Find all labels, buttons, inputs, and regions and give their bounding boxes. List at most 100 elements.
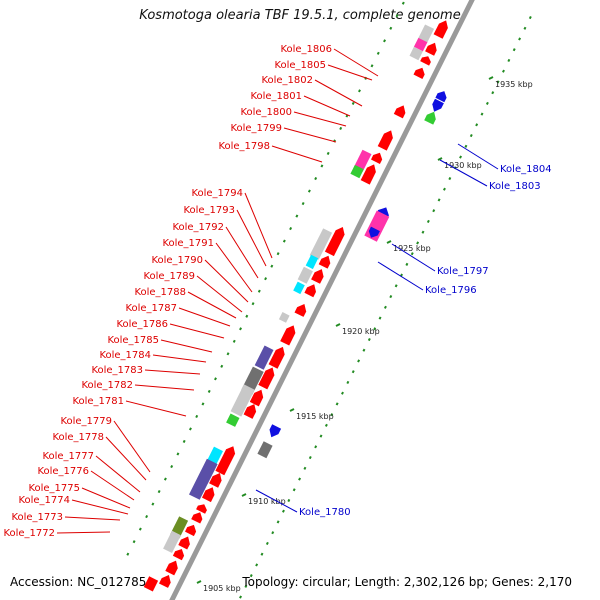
kbp-label: 1930 kbp	[444, 161, 482, 170]
right-leader-line	[255, 489, 298, 513]
gene-feature-green	[424, 111, 436, 125]
right-gene-label: Kole_1796	[425, 285, 477, 296]
guide-dot	[389, 26, 393, 30]
gene-feature-cyan	[293, 281, 305, 295]
scale-dot	[324, 423, 328, 427]
guide-dot	[232, 339, 236, 343]
left-leader-line	[56, 531, 111, 534]
gene-feature-red	[420, 56, 431, 66]
guide-dot	[295, 214, 299, 218]
scale-dot	[459, 155, 463, 159]
left-gene-label: Kole_1787	[125, 303, 177, 314]
gene-feature-gray	[230, 384, 255, 417]
scale-dot	[437, 198, 441, 202]
scale-dot	[426, 219, 430, 224]
left-leader-line	[90, 470, 135, 501]
gene-feature-red	[202, 487, 215, 503]
scale-dot	[319, 434, 323, 438]
left-gene-label: Kole_1783	[91, 365, 143, 376]
right-leader-line	[391, 243, 436, 272]
left-gene-label: Kole_1788	[134, 287, 186, 298]
accession-text: Accession: NC_012785	[10, 575, 147, 589]
scale-dot	[502, 69, 505, 73]
left-gene-label: Kole_1785	[107, 335, 159, 346]
scale-dot	[282, 509, 285, 513]
gene-feature-blue	[269, 424, 282, 438]
right-gene-label: Kole_1804	[500, 164, 552, 175]
guide-dot	[326, 151, 330, 156]
scale-dot	[507, 58, 511, 63]
gene-feature-red	[324, 227, 345, 257]
scale-dot	[518, 37, 522, 41]
gene-feature-magenta	[353, 149, 372, 172]
scale-dot	[491, 91, 495, 95]
scale-dot	[394, 284, 398, 288]
guide-dot	[239, 327, 242, 331]
gene-feature-red	[413, 67, 425, 79]
right-gene-label: Kole_1803	[489, 181, 541, 192]
scale-dot	[244, 584, 248, 588]
gene-feature-red	[209, 473, 222, 488]
scale-dot	[276, 520, 280, 524]
gene-feature-red	[243, 404, 257, 419]
gene-feature-gray	[278, 312, 290, 323]
guide-dot	[307, 189, 311, 193]
scale-dot	[528, 15, 532, 20]
scale-dot	[362, 348, 366, 352]
left-leader-line	[244, 192, 273, 259]
gene-feature-red	[258, 367, 275, 390]
gene-feature-red	[433, 20, 448, 39]
left-leader-line	[169, 323, 225, 339]
guide-dot	[251, 302, 255, 306]
left-leader-line	[152, 354, 207, 363]
kbp-label: 1905 kbp	[203, 584, 241, 593]
scale-dot	[480, 112, 484, 116]
left-leader-line	[134, 384, 195, 391]
left-leader-line	[204, 259, 249, 303]
left-leader-line	[144, 369, 201, 375]
gene-feature-red	[294, 304, 307, 317]
scale-dot	[512, 48, 516, 52]
scale-dot	[475, 123, 479, 127]
left-gene-label: Kole_1792	[172, 222, 224, 233]
scale-dot	[378, 316, 382, 320]
gene-feature-red	[172, 549, 185, 561]
left-gene-label: Kole_1806	[280, 44, 332, 55]
left-leader-line	[71, 499, 129, 515]
gene-feature-magenta	[364, 210, 390, 242]
gene-feature-red	[377, 130, 393, 151]
gene-feature-gray	[409, 46, 423, 61]
guide-dot	[289, 227, 293, 231]
left-leader-line	[113, 420, 151, 473]
left-leader-line	[271, 145, 323, 163]
guide-dot	[301, 201, 305, 206]
scale-dot	[260, 552, 264, 556]
left-leader-line	[327, 64, 373, 81]
left-leader-line	[125, 400, 187, 417]
right-leader-line	[439, 159, 488, 187]
kbp-label: 1925 kbp	[393, 244, 431, 253]
right-leader-line	[377, 261, 424, 291]
scale-dot	[443, 187, 446, 191]
left-gene-label: Kole_1805	[274, 60, 326, 71]
guide-dot	[157, 489, 161, 494]
scale-dot	[405, 262, 409, 266]
guide-dot	[282, 239, 286, 243]
scale-dot	[239, 595, 242, 599]
gene-feature-red	[178, 536, 190, 550]
kbp-tick	[488, 76, 494, 80]
left-gene-label: Kole_1793	[183, 205, 235, 216]
scale-dot	[383, 305, 387, 309]
scale-dot	[523, 26, 527, 30]
scale-dot	[485, 101, 489, 105]
scale-dot	[410, 252, 414, 256]
left-leader-line	[81, 487, 131, 509]
genome-summary-text: Topology: circular; Length: 2,302,126 bp…	[242, 575, 572, 589]
left-gene-label: Kole_1781	[72, 396, 124, 407]
kbp-label: 1915 kbp	[296, 412, 334, 421]
kbp-tick	[386, 240, 392, 244]
scale-dot	[298, 477, 302, 481]
scale-dot	[432, 209, 436, 213]
